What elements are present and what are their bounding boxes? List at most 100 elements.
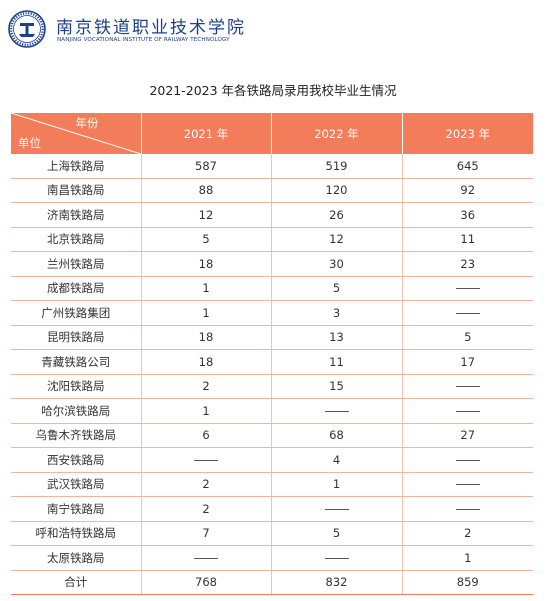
unit-cell: 武汉铁路局 <box>11 472 142 497</box>
dash-mark <box>194 459 218 461</box>
table-row: 武汉铁路局 2 1 <box>11 472 533 497</box>
empty-value-dash <box>402 447 533 473</box>
value-cell-2022: 5 <box>271 521 403 546</box>
unit-cell: 沈阳铁路局 <box>11 374 142 399</box>
value-cell-2023: 36 <box>402 202 533 228</box>
dash-mark <box>455 312 480 314</box>
value-cell-2023: 17 <box>402 349 533 375</box>
value-cell-2021: 587 <box>141 154 272 179</box>
table-row: 兰州铁路局 18 30 23 <box>11 251 533 277</box>
value-cell-2022: 13 <box>271 325 403 350</box>
value-cell-2021: 1 <box>141 276 272 301</box>
dash-mark <box>455 288 480 290</box>
table-row: 成都铁路局 1 5 <box>11 276 533 301</box>
corner-header-cell: 年份 单位 <box>11 113 142 154</box>
value-cell-2022: 120 <box>271 178 403 203</box>
value-cell-2023: 1 <box>402 545 533 571</box>
value-cell-2021: 18 <box>141 349 272 375</box>
value-cell-2021: 2 <box>141 374 272 399</box>
empty-value-dash <box>402 496 533 522</box>
value-cell-2023: 92 <box>402 178 533 203</box>
table-row: 广州铁路集团 1 3 <box>11 300 533 326</box>
column-header-2023: 2023 年 <box>402 113 533 154</box>
table-row: 哈尔滨铁路局 1 <box>11 398 533 424</box>
employment-table: 年份 单位 2021 年 2022 年 2023 年 上海铁路局 587 519 64… <box>11 113 533 595</box>
unit-cell: 上海铁路局 <box>11 154 142 179</box>
value-cell-2022: 4 <box>271 447 403 473</box>
value-cell-2021: 18 <box>141 325 272 350</box>
header: 南京铁道职业技术学院 NANJING VOCATIONAL INSTITUTE … <box>8 10 308 50</box>
value-cell-2022: 68 <box>271 423 403 448</box>
value-cell-2023: 27 <box>402 423 533 448</box>
total-row: 合计 768 832 859 <box>11 570 533 595</box>
value-cell-2021: 7 <box>141 521 272 546</box>
dash-mark <box>324 410 349 412</box>
dash-mark <box>455 459 480 461</box>
dash-mark <box>455 508 480 510</box>
table-row: 西安铁路局 4 <box>11 447 533 473</box>
page-title: 2021-2023 年各铁路局录用我校毕业生情况 <box>149 83 397 98</box>
unit-cell: 哈尔滨铁路局 <box>11 398 142 424</box>
diagonal-divider <box>11 113 141 154</box>
column-header-2021: 2021 年 <box>141 113 272 154</box>
table-row: 昆明铁路局 18 13 5 <box>11 325 533 350</box>
corner-unit-label: 单位 <box>18 136 41 150</box>
value-cell-2021: 5 <box>141 227 272 252</box>
value-cell-2021: 1 <box>141 398 272 424</box>
value-cell-2023: 11 <box>402 227 533 252</box>
table-row: 北京铁路局 5 12 11 <box>11 227 533 252</box>
table-row: 乌鲁木齐铁路局 6 68 27 <box>11 423 533 448</box>
corner-year-label: 年份 <box>75 116 99 130</box>
school-name-en: NANJING VOCATIONAL INSTITUTE OF RAILWAY … <box>57 37 230 43</box>
unit-cell: 南昌铁路局 <box>11 178 142 203</box>
table-row: 济南铁路局 12 26 36 <box>11 202 533 228</box>
table-row: 青藏铁路公司 18 11 17 <box>11 349 533 375</box>
table-row: 上海铁路局 587 519 645 <box>11 154 533 179</box>
unit-cell: 青藏铁路公司 <box>11 349 142 375</box>
table-row: 呼和浩特铁路局 7 5 2 <box>11 521 533 546</box>
unit-cell: 乌鲁木齐铁路局 <box>11 423 142 448</box>
value-cell-2021: 2 <box>141 472 272 497</box>
unit-cell: 合计 <box>11 570 142 595</box>
empty-value-dash <box>402 300 533 326</box>
dash-mark <box>455 410 480 412</box>
value-cell-2022: 1 <box>271 472 403 497</box>
unit-cell: 南宁铁路局 <box>11 496 142 522</box>
unit-cell: 北京铁路局 <box>11 227 142 252</box>
value-cell-2022: 30 <box>271 251 403 277</box>
value-cell-2022: 832 <box>271 570 403 595</box>
value-cell-2023: 2 <box>402 521 533 546</box>
empty-value-dash <box>402 472 533 497</box>
value-cell-2021: 18 <box>141 251 272 277</box>
value-cell-2023: 645 <box>402 154 533 179</box>
school-seal-icon <box>8 10 46 48</box>
value-cell-2022: 11 <box>271 349 403 375</box>
dash-mark <box>324 557 349 559</box>
unit-cell: 太原铁路局 <box>11 545 142 571</box>
dash-mark <box>324 508 349 510</box>
empty-value-dash <box>402 374 533 399</box>
unit-cell: 呼和浩特铁路局 <box>11 521 142 546</box>
empty-value-dash <box>402 276 533 301</box>
school-name-cn: 南京铁道职业技术学院 <box>56 18 246 38</box>
empty-value-dash <box>271 545 403 571</box>
unit-cell: 济南铁路局 <box>11 202 142 228</box>
table-row: 太原铁路局 1 <box>11 545 533 571</box>
empty-value-dash <box>402 398 533 424</box>
unit-cell: 广州铁路集团 <box>11 300 142 326</box>
value-cell-2021: 1 <box>141 300 272 326</box>
unit-cell: 西安铁路局 <box>11 447 142 473</box>
value-cell-2021: 12 <box>141 202 272 228</box>
empty-value-dash <box>141 447 272 473</box>
unit-cell: 昆明铁路局 <box>11 325 142 350</box>
value-cell-2021: 2 <box>141 496 272 522</box>
table-row: 南昌铁路局 88 120 92 <box>11 178 533 203</box>
empty-value-dash <box>271 496 403 522</box>
value-cell-2022: 3 <box>271 300 403 326</box>
value-cell-2022: 15 <box>271 374 403 399</box>
unit-cell: 成都铁路局 <box>11 276 142 301</box>
value-cell-2022: 519 <box>271 154 403 179</box>
dash-mark <box>194 557 218 559</box>
value-cell-2022: 26 <box>271 202 403 228</box>
empty-value-dash <box>271 398 403 424</box>
